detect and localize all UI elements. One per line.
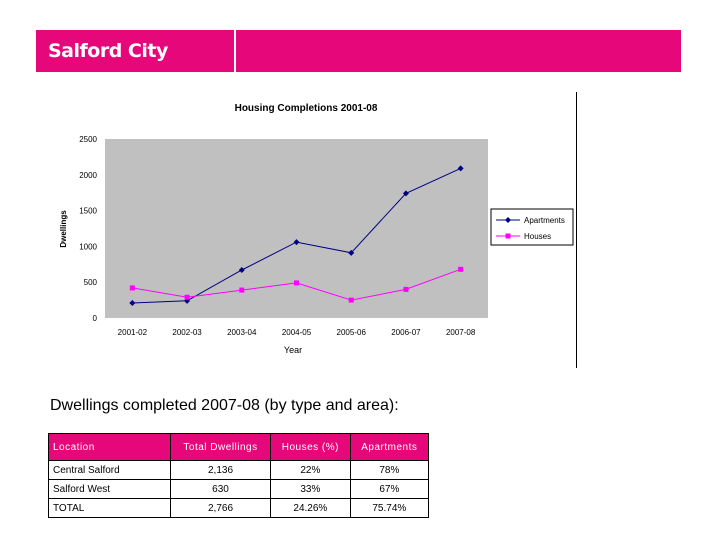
table-header-row: Location Total Dwellings Houses (%) Apar…	[48, 433, 430, 461]
banner-divider	[234, 30, 236, 72]
legend-box	[490, 208, 574, 246]
total-cell: 2,136	[169, 460, 272, 480]
table-row: Salford West 630 33% 67%	[48, 479, 430, 499]
apartments-point	[238, 267, 245, 274]
houses-point	[403, 286, 409, 292]
location-cell: TOTAL	[48, 498, 171, 518]
x-tick-label: 2005-06	[337, 328, 367, 337]
header-banner: Salford City Council	[36, 30, 681, 104]
legend-apartments-label: Apartments	[524, 216, 565, 225]
location-cell: Central Salford	[48, 460, 171, 480]
apartments-cell: 67%	[349, 479, 430, 499]
y-tick-label: 0	[93, 314, 98, 323]
y-tick-label: 1000	[79, 242, 97, 251]
houses-cell: 24.26%	[270, 498, 351, 518]
apartments-point	[129, 299, 136, 306]
x-axis-title: Year	[284, 345, 302, 355]
x-tick-label: 2004-05	[282, 328, 312, 337]
x-tick-label: 2006-07	[391, 328, 421, 337]
houses-point	[239, 287, 245, 293]
y-tick-label: 500	[84, 278, 98, 287]
x-tick-label: 2007-08	[446, 328, 476, 337]
plot-area	[105, 139, 488, 318]
x-tick-label: 2003-04	[227, 328, 257, 337]
apartments-cell: 75.74%	[349, 498, 430, 518]
apartments-cell: 78%	[349, 460, 430, 480]
separator-line	[576, 92, 577, 368]
y-tick-label: 2500	[79, 135, 97, 144]
total-cell: 2,766	[169, 498, 272, 518]
legend-houses-label: Houses	[524, 232, 551, 241]
houses-point	[348, 297, 354, 303]
y-tick-label: 1500	[79, 207, 97, 216]
houses-cell: 33%	[270, 479, 351, 499]
apartments-point	[348, 249, 355, 256]
column-header-total: Total Dwellings	[169, 433, 272, 461]
table-row: Central Salford 2,136 22% 78%	[48, 460, 430, 480]
houses-point	[184, 294, 190, 300]
chart-title: Housing Completions 2001-08	[235, 103, 378, 114]
houses-cell: 22%	[270, 460, 351, 480]
x-tick-label: 2002-03	[172, 328, 202, 337]
apartments-point	[293, 239, 300, 246]
location-cell: Salford West	[48, 479, 171, 499]
column-header-apartments: Apartments	[349, 433, 430, 461]
legend-apartments-marker	[505, 217, 511, 223]
houses-point	[458, 266, 464, 272]
column-header-houses: Houses (%)	[270, 433, 351, 461]
column-header-location: Location	[48, 433, 171, 461]
table-row: TOTAL 2,766 24.26% 75.74%	[48, 498, 430, 518]
x-tick-label: 2001-02	[118, 328, 148, 337]
legend-houses-marker	[505, 233, 511, 239]
apartments-point	[457, 165, 464, 172]
houses-point	[129, 285, 135, 291]
y-tick-label: 2000	[79, 171, 97, 180]
y-axis-title: Dwellings	[59, 210, 68, 248]
table-title: Dwellings completed 2007-08 (by type and…	[50, 397, 399, 414]
total-cell: 630	[169, 479, 272, 499]
council-logo-text: Salford City Council	[48, 40, 168, 104]
dwellings-table: Location Total Dwellings Houses (%) Apar…	[48, 433, 430, 518]
houses-point	[294, 280, 299, 286]
apartments-point	[402, 190, 409, 197]
